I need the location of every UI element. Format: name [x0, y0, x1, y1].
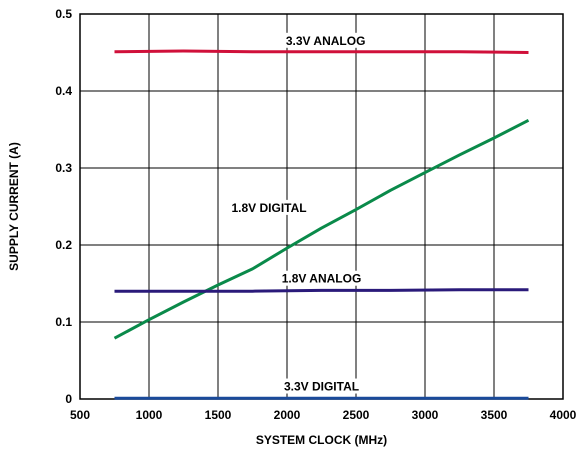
y-axis-title: SUPPLY CURRENT (A) [7, 142, 21, 271]
y-tick-label: 0.2 [55, 238, 72, 252]
series-label-backdrop [220, 199, 318, 215]
x-tick-label: 1500 [205, 408, 232, 422]
series-layer [113, 49, 530, 400]
y-tick-label: 0.5 [55, 7, 72, 21]
plot-frame [79, 13, 564, 400]
series-label: 3.3V DIGITAL [284, 380, 359, 394]
y-tick-label: 0 [65, 392, 72, 406]
y-tick-label: 0.4 [55, 84, 72, 98]
series-line-1-8v-digital [113, 118, 530, 340]
x-tick-label: 3000 [412, 408, 439, 422]
series-label: 1.8V ANALOG [282, 272, 362, 286]
y-tick-label: 0.1 [55, 315, 72, 329]
x-tick-label: 2000 [274, 408, 301, 422]
series-labels: 3.3V ANALOG 1.8V DIGITAL 1.8V ANALOG 3.3V D… [220, 32, 371, 394]
grid [79, 13, 564, 400]
series-line-3-3v-analog [114, 49, 529, 54]
series-label-backdrop [272, 378, 371, 394]
series-label: 3.3V ANALOG [286, 34, 366, 48]
series-label-backdrop [280, 32, 371, 48]
x-tick-label: 2500 [343, 408, 370, 422]
x-tick-label: 4000 [550, 408, 577, 422]
x-tick-label: 3500 [481, 408, 508, 422]
x-axis-title: SYSTEM CLOCK (MHz) [256, 433, 387, 447]
series-label: 1.8V DIGITAL [231, 201, 306, 215]
x-tick-labels: 500 1000 1500 2000 2500 3000 3500 4000 [70, 408, 577, 422]
x-tick-label: 1000 [136, 408, 163, 422]
y-tick-label: 0.3 [55, 161, 72, 175]
series-label-backdrop [276, 270, 367, 286]
x-tick-label: 500 [70, 408, 90, 422]
series-line-1-8v-analog [114, 288, 529, 293]
y-tick-labels: 0 0.1 0.2 0.3 0.4 0.5 [55, 7, 72, 406]
